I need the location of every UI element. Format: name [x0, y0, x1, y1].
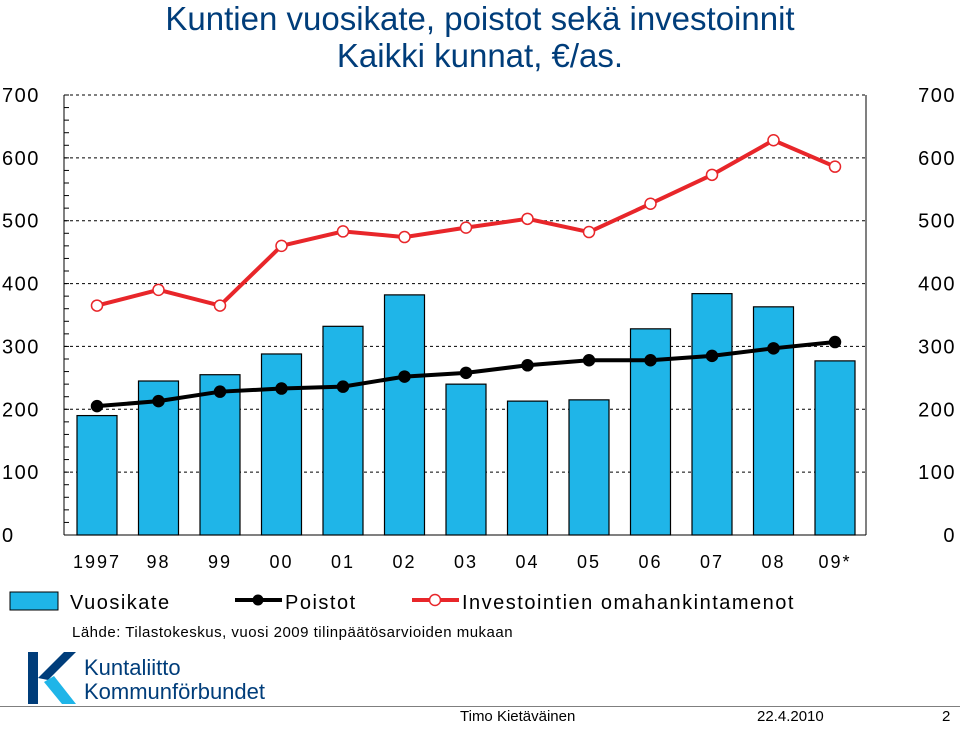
- point-investoinnit: [275, 239, 288, 253]
- point-investoinnit: [90, 299, 104, 312]
- point-investoinnit: [459, 221, 473, 234]
- y-tick-label-right: 200: [918, 399, 956, 421]
- x-tick-label: 08: [761, 552, 785, 572]
- legend-label-vuosikate: Vuosikate: [70, 592, 171, 614]
- y-tick-label-right: 600: [918, 148, 956, 170]
- footer-author: Timo Kietäväinen: [460, 708, 576, 725]
- point-investoinnit: [213, 299, 227, 312]
- point-poistot: [521, 359, 534, 372]
- y-axis-right-ticks: 0 100 200 300 400 500 600 700: [918, 85, 956, 547]
- point-investoinnit: [828, 160, 842, 173]
- bar-vuosikate: [383, 294, 426, 536]
- bar-vuosikate: [568, 399, 610, 536]
- point-investoinnit: [767, 134, 780, 147]
- chart-title-line2: Kaikki kunnat, €/as.: [336, 37, 624, 74]
- point-poistot: [582, 354, 596, 367]
- bar-vuosikate: [752, 306, 795, 536]
- line-series: [90, 134, 842, 413]
- y-tick-label-left: 100: [2, 462, 40, 484]
- bar-vuosikate: [260, 353, 303, 536]
- footer-date: 22.4.2010: [757, 708, 824, 725]
- logo-line1: Kuntaliitto: [84, 655, 181, 680]
- x-tick-label: 06: [638, 552, 662, 572]
- logo-k-icon: [28, 652, 76, 704]
- bar-vuosikate: [814, 360, 856, 536]
- x-tick-label: 05: [577, 552, 601, 572]
- point-poistot: [459, 366, 473, 380]
- logo-line2: Kommunförbundet: [84, 679, 265, 704]
- chart-title-line1: Kuntien vuosikate, poistot sekä investoi…: [165, 0, 795, 37]
- y-tick-label-right: 400: [918, 274, 956, 296]
- x-tick-label: 01: [331, 552, 355, 572]
- y-tick-label-left: 700: [2, 85, 40, 107]
- legend-marker-investoinnit: [428, 593, 442, 607]
- x-tick-label: 09*: [818, 552, 851, 572]
- point-investoinnit: [582, 225, 596, 239]
- x-tick-label: 02: [392, 552, 416, 572]
- footer-divider: [0, 706, 960, 707]
- y-tick-label-left: 0: [2, 525, 15, 547]
- footer-page-number: 2: [942, 708, 951, 725]
- legend-label-investoinnit: Investointien omahankintamenot: [462, 592, 795, 614]
- point-poistot: [828, 335, 842, 349]
- y-tick-label-right: 500: [918, 211, 956, 233]
- y-axis-left-ticks: 0 100 200 300 400 500 600 700: [2, 85, 40, 547]
- x-tick-label: 07: [700, 552, 724, 572]
- x-tick-label: 99: [208, 552, 232, 572]
- legend-swatch-vuosikate: [9, 591, 59, 611]
- x-tick-label: 98: [146, 552, 170, 572]
- bar-vuosikate: [199, 374, 241, 536]
- point-investoinnit: [152, 283, 165, 297]
- point-poistot: [767, 342, 780, 355]
- y-tick-label-left: 300: [2, 336, 40, 358]
- x-tick-label: 1997: [73, 552, 121, 572]
- x-tick-label: 03: [454, 552, 478, 572]
- point-investoinnit: [521, 212, 534, 226]
- x-axis-ticks: 1997 98 99 00 01 02 03 04 05 06 07 08 09*: [73, 552, 851, 572]
- bar-vuosikate: [445, 383, 487, 536]
- point-investoinnit: [644, 197, 657, 210]
- bar-vuosikate: [506, 400, 549, 536]
- x-tick-label: 00: [269, 552, 293, 572]
- point-poistot: [275, 382, 288, 395]
- x-tick-label: 04: [515, 552, 539, 572]
- y-tick-label-right: 700: [918, 85, 956, 107]
- legend: Vuosikate Poistot Investointien omahankint…: [9, 591, 795, 614]
- bar-vuosikate: [76, 414, 118, 536]
- point-poistot: [90, 399, 104, 413]
- bar-vuosikate: [629, 328, 672, 536]
- y-tick-label-right: 100: [918, 462, 956, 484]
- y-tick-label-left: 400: [2, 274, 40, 296]
- point-poistot: [213, 385, 227, 398]
- point-investoinnit: [705, 168, 719, 182]
- point-poistot: [336, 380, 350, 393]
- point-investoinnit: [398, 230, 411, 244]
- bar-series: [76, 293, 856, 536]
- bar-vuosikate: [691, 293, 733, 536]
- legend-label-poistot: Poistot: [285, 592, 357, 614]
- y-tick-label-left: 200: [2, 399, 40, 421]
- kuntaliitto-logo: Kuntaliitto Kommunförbundet: [24, 648, 284, 708]
- point-poistot: [398, 370, 411, 383]
- legend-marker-poistot: [252, 594, 264, 606]
- point-poistot: [644, 354, 657, 367]
- bar-vuosikate: [322, 325, 364, 536]
- y-tick-label-right: 300: [918, 336, 956, 358]
- source-note: Lähde: Tilastokeskus, vuosi 2009 tilinpä…: [72, 624, 514, 641]
- y-tick-label-right: 0: [943, 525, 956, 547]
- point-poistot: [705, 349, 719, 363]
- point-investoinnit: [336, 225, 350, 238]
- y-tick-label-left: 600: [2, 148, 40, 170]
- y-tick-label-left: 500: [2, 211, 40, 233]
- point-poistot: [152, 394, 165, 408]
